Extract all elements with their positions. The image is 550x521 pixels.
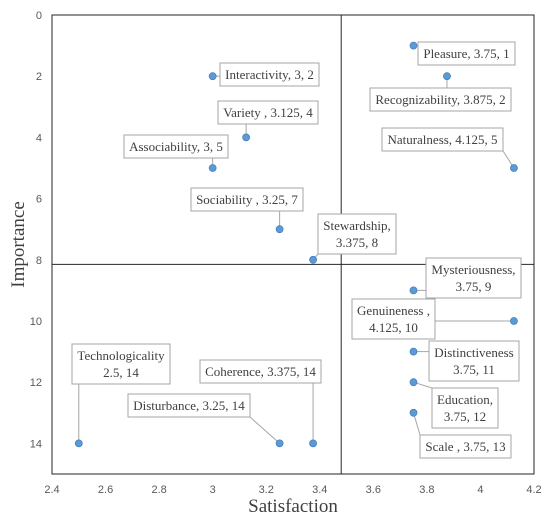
- data-label-text: Recognizability, 3.875, 2: [375, 92, 505, 107]
- data-label: Coherence, 3.375, 14: [199, 359, 322, 444]
- data-label-text: 3.75, 9: [456, 279, 492, 294]
- data-label: Genuineness , 4.125, 10: [351, 298, 514, 340]
- data-point: [409, 378, 418, 387]
- x-tick-label: 2.4: [44, 484, 59, 496]
- data-label-text: 3.75, 12: [444, 409, 486, 424]
- x-tick-label: 2.8: [151, 484, 166, 496]
- data-point: [275, 439, 284, 448]
- data-label-text: Pleasure, 3.75, 1: [423, 46, 509, 61]
- data-label-text: Genuineness ,: [357, 303, 430, 318]
- data-point: [242, 133, 251, 142]
- data-label-text: 4.125, 10: [369, 320, 418, 335]
- data-labels: Pleasure, 3.75, 1 Recognizability, 3.875,…: [71, 41, 522, 459]
- x-axis-title: Satisfaction: [248, 496, 338, 517]
- data-label-text: 3.375, 8: [336, 235, 378, 250]
- y-tick-label: 2: [36, 71, 42, 83]
- data-point: [409, 286, 418, 295]
- data-points: [74, 41, 518, 448]
- data-label: Variety , 3.125, 4: [217, 100, 319, 138]
- data-label: Disturbance, 3.25, 14: [127, 393, 280, 444]
- data-point: [208, 164, 217, 172]
- data-label: Scale , 3.75, 13: [413, 412, 512, 459]
- data-label-text: Scale , 3.75, 13: [425, 439, 505, 454]
- data-point: [309, 439, 317, 448]
- y-tick-label: 12: [30, 377, 42, 389]
- data-label-text: Mysteriousness,: [431, 262, 515, 277]
- data-label-text: Coherence, 3.375, 14: [205, 364, 316, 379]
- data-label-box: [219, 62, 320, 87]
- data-label-text: Naturalness, 4.125, 5: [387, 132, 497, 147]
- data-label-box: [71, 343, 171, 385]
- data-label: Naturalness, 4.125, 5: [381, 127, 515, 169]
- data-label-text: Interactivity, 3, 2: [225, 67, 314, 82]
- data-label-box: [127, 393, 251, 418]
- data-point: [208, 72, 217, 81]
- leader-line: [249, 416, 280, 444]
- data-label-box: [123, 134, 229, 159]
- data-point: [510, 164, 518, 172]
- data-point: [409, 408, 418, 417]
- data-label-box: [419, 434, 512, 459]
- data-label-text: Associability, 3, 5: [129, 139, 223, 154]
- data-point: [409, 347, 418, 356]
- data-point: [443, 72, 451, 81]
- data-label-box: [417, 41, 516, 66]
- data-label-text: Education,: [437, 392, 493, 407]
- data-label: Education, 3.75, 12: [413, 381, 499, 429]
- x-tick-label: 4.2: [526, 484, 541, 496]
- data-label-text: Sociability , 3.25, 7: [196, 192, 298, 207]
- data-label-box: [190, 187, 304, 212]
- data-label: Mysteriousness, 3.75, 9: [413, 257, 522, 299]
- x-axis-ticks: 2.4 2.6 2.8 3 3.2 3.4 3.6 3.8 4 4.2: [44, 484, 541, 496]
- data-label-box: [351, 298, 436, 340]
- x-tick-label: 3.4: [312, 484, 327, 496]
- x-tick-label: 2.6: [98, 484, 113, 496]
- data-point: [309, 255, 317, 264]
- data-label: Stewardship, 3.375, 8: [312, 213, 397, 261]
- data-label-box: [369, 87, 512, 112]
- x-tick-label: 3.6: [366, 484, 381, 496]
- data-label: Distinctiveness 3.75, 11: [413, 340, 520, 382]
- data-label-text: Distinctiveness: [434, 345, 513, 360]
- data-label: Technologicality 2.5, 14: [71, 343, 171, 444]
- data-label-text: Stewardship,: [323, 218, 391, 233]
- data-label-text: Variety , 3.125, 4: [223, 105, 313, 120]
- data-point: [275, 225, 284, 234]
- y-tick-label: 4: [36, 132, 42, 144]
- y-tick-label: 6: [36, 194, 42, 206]
- data-point: [74, 439, 83, 448]
- y-tick-label: 10: [30, 316, 42, 328]
- data-label-box: [431, 387, 499, 429]
- data-label: Interactivity, 3, 2: [212, 62, 320, 87]
- data-label-text: Disturbance, 3.25, 14: [133, 398, 245, 413]
- data-label: Pleasure, 3.75, 1: [413, 41, 516, 66]
- x-tick-label: 3.8: [419, 484, 434, 496]
- data-label: Associability, 3, 5: [123, 134, 229, 168]
- data-label: Recognizability, 3.875, 2: [369, 76, 512, 112]
- data-label: Sociability , 3.25, 7: [190, 187, 304, 230]
- data-label-box: [428, 340, 520, 382]
- data-label-box: [381, 127, 504, 152]
- plot-area: [51, 14, 535, 475]
- data-label-box: [217, 100, 319, 125]
- y-axis-title: Importance: [8, 201, 29, 288]
- data-point: [510, 317, 518, 325]
- x-tick-label: 4: [477, 484, 483, 496]
- data-label-text: Technologicality: [77, 348, 165, 363]
- y-tick-label: 14: [30, 438, 42, 450]
- data-point: [409, 41, 418, 50]
- y-axis-ticks: 0 2 4 6 8 10 12 14: [30, 10, 42, 450]
- data-label-box: [317, 213, 397, 255]
- y-tick-label: 0: [36, 10, 42, 22]
- x-tick-label: 3: [210, 484, 216, 496]
- data-label-box: [425, 257, 522, 299]
- y-tick-label: 8: [36, 255, 42, 267]
- data-label-text: 2.5, 14: [103, 365, 139, 380]
- x-tick-label: 3.2: [259, 484, 274, 496]
- data-label-box: [199, 359, 322, 384]
- data-label-text: 3.75, 11: [453, 362, 495, 377]
